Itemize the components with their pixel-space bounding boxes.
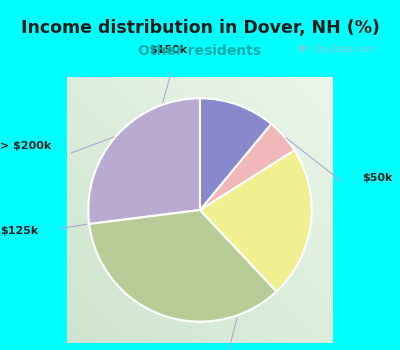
Text: Income distribution in Dover, NH (%): Income distribution in Dover, NH (%) [20,19,380,37]
Wedge shape [200,124,294,210]
Text: > $200k: > $200k [0,141,51,151]
Text: Other residents: Other residents [138,44,262,58]
Wedge shape [89,210,276,322]
Text: City-Data.com: City-Data.com [312,45,376,54]
Wedge shape [200,98,271,210]
Text: $50k: $50k [362,173,392,183]
Wedge shape [88,98,200,224]
Wedge shape [200,150,312,292]
Text: $150k: $150k [149,46,187,55]
Text: ●: ● [298,43,306,53]
Text: $125k: $125k [0,226,38,236]
